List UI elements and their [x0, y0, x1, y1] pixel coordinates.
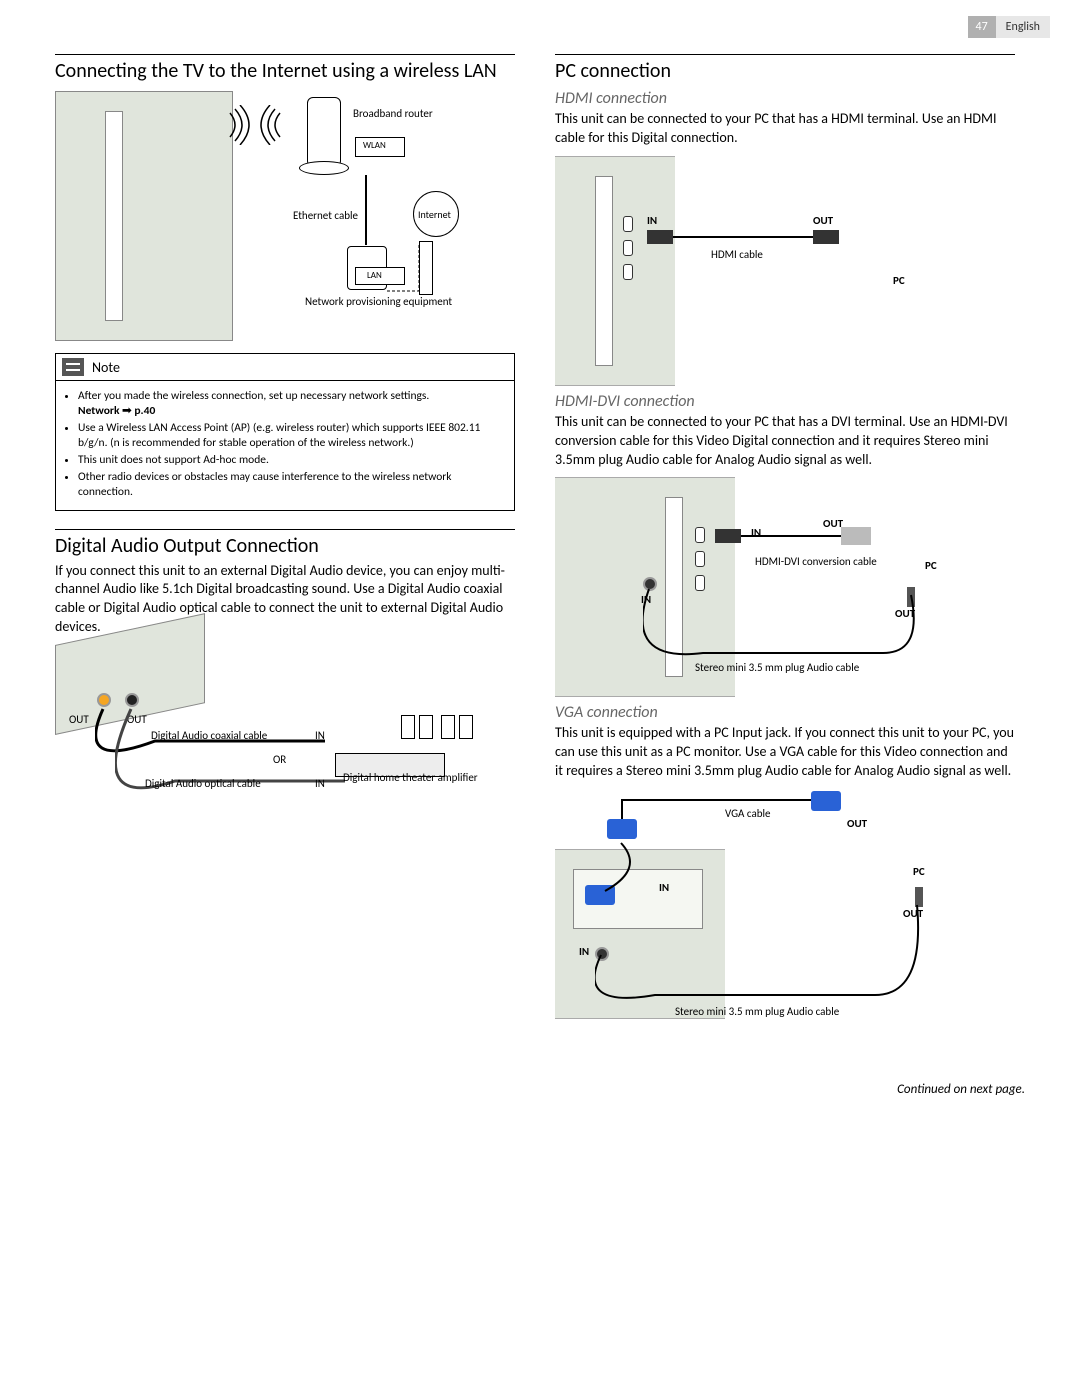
note-title: Note: [92, 359, 120, 376]
label-amp: Digital home theater amplifier: [343, 771, 453, 784]
note-item: This unit does not support Ad-hoc mode.: [78, 453, 504, 468]
heading-wlan: Connecting the TV to the Internet using …: [55, 54, 515, 83]
note-item: Other radio devices or obstacles may cau…: [78, 470, 504, 500]
paragraph-hdmi: This unit can be connected to your PC th…: [555, 110, 1015, 148]
label-audio-vga: Stereo mini 3.5 mm plug Audio cable: [675, 1005, 839, 1018]
label-in: IN: [315, 777, 325, 790]
label-wlan: WLAN: [363, 140, 386, 151]
heading-pc: PC connection: [555, 54, 1015, 83]
cable-audio: [643, 583, 933, 673]
paragraph-hdmi-dvi: This unit can be connected to your PC th…: [555, 413, 1015, 470]
subheading-vga: VGA connection: [555, 703, 1015, 722]
page-number: 47: [968, 16, 996, 38]
label-out: OUT: [813, 214, 833, 227]
figure-vga: VGA cable OUT IN PC IN OUT Stereo mini 3…: [555, 789, 1015, 1039]
label-router: Broadband router: [353, 107, 433, 120]
label-pc: PC: [913, 865, 925, 878]
continued-footer: Continued on next page.: [897, 1082, 1025, 1097]
note-icon: [62, 358, 84, 376]
wifi-icon: [225, 105, 285, 145]
note-item: After you made the wireless connection, …: [78, 389, 504, 419]
label-eth: Ethernet cable: [293, 209, 358, 222]
figure-digital-audio: OUT OUT Digital Audio coaxial cable IN O…: [55, 645, 515, 825]
label-vga-cable: VGA cable: [725, 807, 771, 820]
label-audio: Stereo mini 3.5 mm plug Audio cable: [695, 661, 859, 674]
label-hdmi-cable: HDMI cable: [711, 248, 763, 261]
label-out: OUT: [823, 517, 843, 530]
label-in: IN: [647, 214, 657, 227]
cable-audio: [595, 899, 935, 1009]
left-column: Connecting the TV to the Internet using …: [55, 54, 515, 1039]
label-in: IN: [751, 526, 761, 539]
label-pc: PC: [925, 559, 937, 572]
label-conv: HDMI-DVI conversion cable: [755, 555, 845, 568]
page-language: English: [996, 16, 1050, 38]
page-tab: 47 English: [968, 16, 1051, 38]
label-out: OUT: [69, 713, 89, 726]
paragraph-vga: This unit is equipped with a PC Input ja…: [555, 724, 1015, 781]
label-in: IN: [659, 881, 669, 894]
label-in: IN: [579, 945, 589, 958]
figure-hdmi-dvi: IN OUT HDMI-DVI conversion cable PC IN O…: [555, 477, 1015, 697]
note-box: Note After you made the wireless connect…: [55, 353, 515, 511]
label-internet: Internet: [418, 208, 451, 221]
subheading-hdmi-dvi: HDMI-DVI connection: [555, 392, 1015, 411]
subheading-hdmi: HDMI connection: [555, 89, 1015, 108]
note-item: Use a Wireless LAN Access Point (AP) (e.…: [78, 421, 504, 451]
figure-wlan: Broadband router WLAN Ethernet cable Int…: [55, 91, 515, 341]
right-column: PC connection HDMI connection This unit …: [555, 54, 1015, 1039]
label-pc: PC: [893, 274, 905, 287]
figure-hdmi: IN OUT HDMI cable PC: [555, 156, 1015, 386]
note-list: After you made the wireless connection, …: [56, 380, 514, 510]
paragraph-digital-audio: If you connect this unit to an external …: [55, 562, 515, 638]
label-lan: LAN: [367, 270, 382, 281]
label-prov: Network provisioning equipment: [305, 295, 425, 308]
label-opt: Digital Audio optical cable: [145, 777, 261, 790]
heading-digital-audio: Digital Audio Output Connection: [55, 529, 515, 558]
